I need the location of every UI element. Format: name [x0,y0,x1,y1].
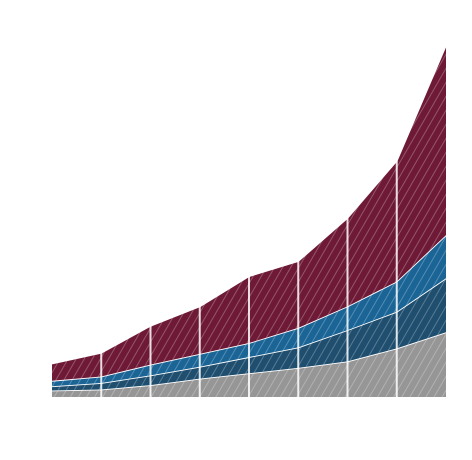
vertical-dividers [100,160,398,397]
